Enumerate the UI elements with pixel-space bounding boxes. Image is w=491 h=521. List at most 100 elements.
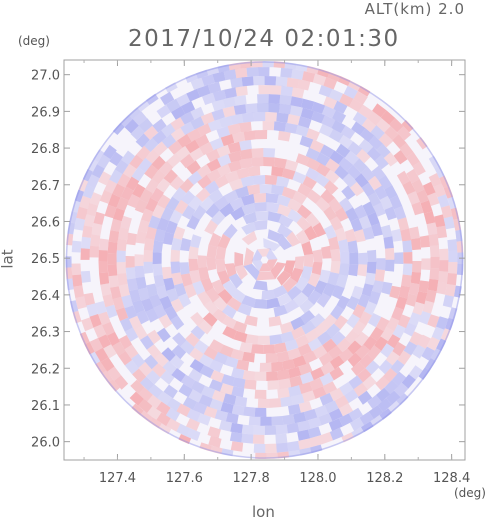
radar-cell: [310, 367, 325, 381]
radar-cell: [224, 170, 239, 183]
radar-cell: [370, 415, 385, 429]
radar-cell: [98, 238, 109, 251]
radar-cell: [314, 280, 328, 295]
radar-cell: [231, 404, 245, 416]
radar-cell: [321, 105, 336, 119]
radar-cell: [186, 88, 201, 102]
radar-cell: [217, 154, 232, 167]
radar-cell: [281, 186, 297, 200]
radar-cell: [241, 203, 256, 216]
radar-cell: [212, 308, 227, 323]
radar-cell: [198, 266, 210, 281]
radar-cell: [124, 305, 138, 320]
radar-cell: [251, 157, 264, 167]
radar-cell: [284, 299, 299, 314]
radar-cell: [358, 104, 373, 119]
radar-cell: [353, 91, 368, 105]
radar-cell: [407, 191, 420, 205]
radar-cell: [387, 413, 402, 428]
radar-cell: [251, 61, 263, 68]
radar-cell: [287, 114, 301, 126]
radar-cell: [112, 296, 125, 311]
radar-cell: [157, 391, 172, 406]
radar-cell: [448, 262, 458, 274]
radar-cell: [98, 311, 111, 326]
radar-cell: [284, 339, 299, 352]
radar-cell: [383, 89, 399, 104]
radar-cell: [86, 203, 99, 217]
radar-cell: [218, 457, 232, 459]
radar-cell: [361, 421, 376, 435]
radar-cell: [254, 452, 267, 459]
radar-cell: [189, 234, 202, 248]
radar-cell: [423, 129, 438, 144]
radar-cell: [170, 261, 181, 274]
radar-cell: [344, 150, 360, 165]
radar-cell: [92, 128, 107, 144]
radar-cell: [354, 204, 368, 219]
radar-cell: [99, 272, 110, 285]
radar-cell: [207, 426, 221, 439]
radar-cell: [276, 176, 290, 188]
radar-cell: [368, 405, 384, 419]
radar-cell: [394, 252, 404, 264]
radar-cell: [346, 164, 362, 180]
radar-cell: [456, 312, 464, 326]
radar-cell: [167, 153, 182, 168]
radar-cell: [298, 362, 313, 376]
radar-cell: [71, 240, 82, 253]
radar-cell: [156, 401, 171, 416]
radar-cell: [90, 234, 101, 247]
radar-cell: [203, 300, 219, 316]
radar-cell: [141, 208, 154, 223]
radar-cell: [347, 340, 362, 355]
radar-cell: [287, 208, 303, 223]
radar-cell: [347, 352, 362, 367]
radar-cell: [298, 438, 311, 450]
radar-cell: [399, 142, 414, 158]
radar-cell: [94, 301, 107, 315]
radar-cell: [303, 350, 318, 364]
radar-cell: [185, 332, 200, 347]
radar-cell: [355, 344, 371, 359]
radar-cell: [301, 320, 316, 335]
radar-cell: [421, 258, 431, 270]
radar-cell: [245, 334, 259, 345]
radar-cell: [324, 400, 339, 414]
radar-cell: [65, 322, 76, 336]
radar-cell: [347, 240, 359, 254]
radar-cell: [121, 150, 135, 165]
radar-cell: [433, 183, 446, 198]
radar-cell: [320, 361, 335, 376]
radar-cell: [412, 261, 422, 273]
radar-cell: [348, 375, 363, 390]
radar-cell: [397, 314, 411, 329]
radar-cell: [147, 406, 162, 420]
radar-cell: [251, 260, 263, 272]
radar-cell: [132, 299, 145, 314]
radar-cell: [234, 396, 248, 407]
radar-cell: [116, 197, 129, 211]
radar-cell: [376, 258, 386, 271]
radar-cell: [266, 259, 278, 271]
radar-cell: [114, 159, 129, 175]
radar-cell: [329, 366, 344, 381]
radar-cell: [86, 174, 100, 189]
plot-frame: [63, 59, 466, 461]
radar-cell: [161, 347, 176, 362]
radar-cell: [397, 126, 412, 141]
radar-cell: [253, 202, 267, 212]
radar-cell: [157, 423, 172, 437]
radar-cell: [429, 245, 440, 257]
radar-cell: [190, 116, 205, 130]
radar-cell: [107, 241, 118, 254]
radar-cell: [383, 152, 398, 167]
radar-cell: [222, 106, 236, 118]
radar-cell: [253, 299, 268, 309]
radar-cell: [412, 161, 426, 176]
radar-cell: [212, 297, 228, 312]
radar-cell: [361, 283, 374, 297]
radar-cell: [242, 211, 257, 225]
radar-cell: [244, 379, 257, 390]
radar-cell: [286, 231, 301, 247]
